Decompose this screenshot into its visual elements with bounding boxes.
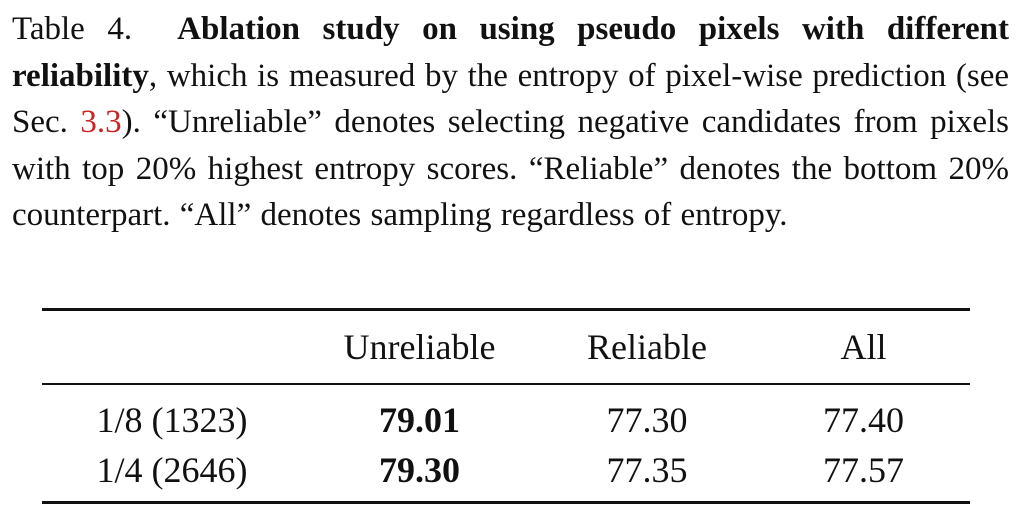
cell-all: 77.40	[823, 400, 904, 440]
caption-title: Ablation study on using pseudo pixels wi…	[12, 11, 1009, 94]
cell-unreliable: 79.30	[302, 445, 537, 504]
header-unreliable: Unreliable	[302, 308, 537, 385]
cell-reliable: 77.35	[537, 445, 757, 504]
header-all: All	[757, 308, 970, 385]
section-reference-link[interactable]: 3.3	[80, 104, 122, 140]
header-reliable: Reliable	[537, 308, 757, 385]
row-label: 1/8 (1323)	[96, 400, 248, 440]
cell-all: 77.57	[757, 445, 970, 504]
table-row: 1/8 (1323) 79.01 77.30 77.40	[42, 384, 970, 445]
caption-label: Table 4.	[12, 11, 133, 47]
caption-text-2: ). “Unreliable” denotes selecting negati…	[12, 104, 1009, 233]
caption-text-1: , which is measured by the entropy of pi…	[12, 57, 1009, 141]
cell-reliable: 77.30	[606, 400, 688, 440]
table-row: 1/4 (2646) 79.30 77.35 77.57	[42, 445, 970, 504]
table-header-row: Unreliable Reliable All	[42, 308, 970, 385]
header-empty	[42, 308, 302, 385]
cell-unreliable: 79.01	[379, 400, 460, 440]
table-caption: Table 4. Ablation study on using pseudo …	[12, 6, 1009, 239]
row-label: 1/4 (2646)	[42, 445, 302, 504]
results-table: Unreliable Reliable All 1/8 (1323) 79.01…	[42, 308, 970, 504]
